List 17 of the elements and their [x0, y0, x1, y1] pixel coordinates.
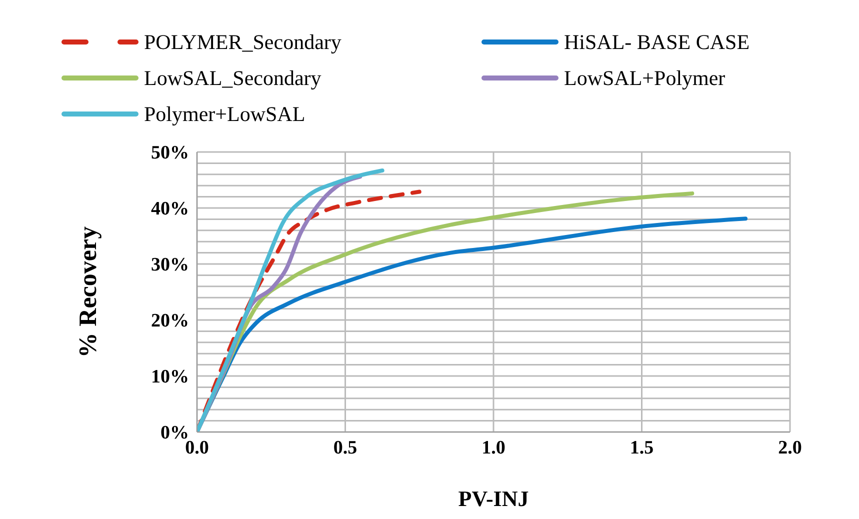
y-tick-label: 50%: [151, 142, 189, 164]
legend-label: Polymer+LowSAL: [144, 102, 306, 126]
x-axis-title: PV-INJ: [458, 486, 529, 511]
legend-label: LowSAL+Polymer: [564, 66, 726, 90]
legend-label: POLYMER_Secondary: [144, 30, 342, 54]
x-tick-label: 2.0: [778, 437, 802, 458]
x-tick-label: 1.0: [482, 437, 506, 458]
y-axis-title: % Recovery: [74, 226, 102, 358]
legend-label: LowSAL_Secondary: [144, 66, 322, 90]
y-tick-label: 30%: [151, 254, 189, 276]
y-tick-label: 40%: [151, 198, 189, 220]
y-tick-label: 20%: [151, 310, 189, 332]
x-tick-label: 0.5: [333, 437, 358, 458]
legend-label: HiSAL- BASE CASE: [564, 30, 750, 54]
x-tick-label: 1.5: [630, 437, 654, 458]
x-tick-label: 0.0: [185, 437, 209, 458]
y-tick-label: 10%: [151, 366, 189, 388]
